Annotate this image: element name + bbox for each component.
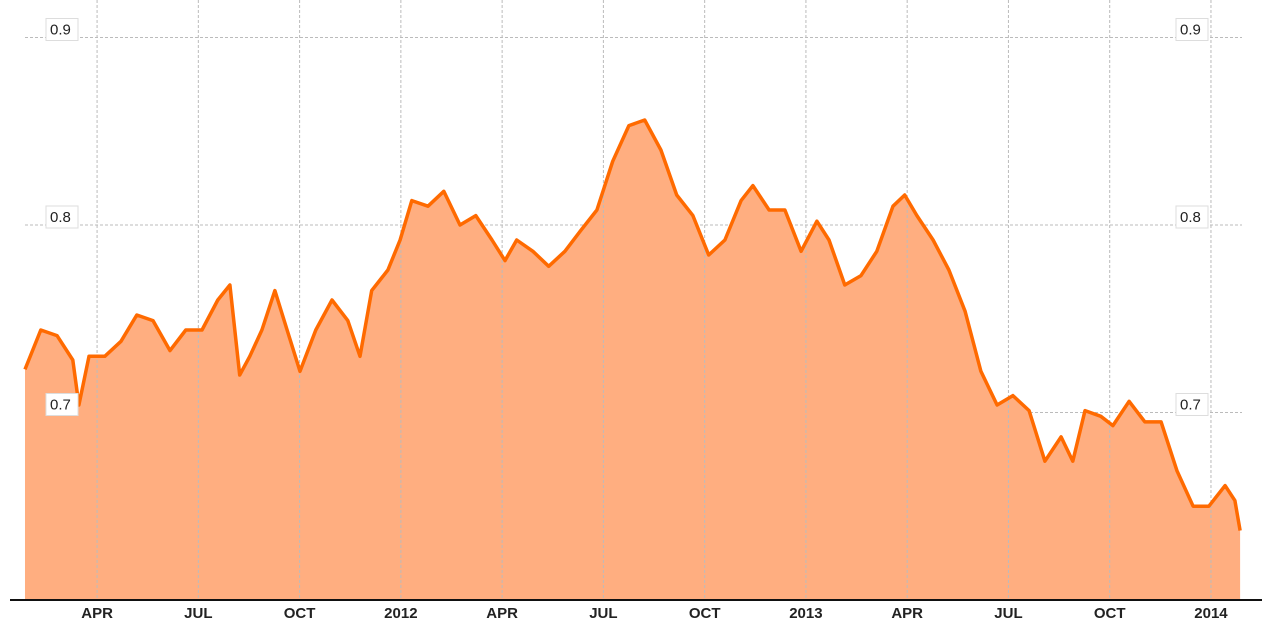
x-tick-label: OCT [689,605,721,622]
x-tick-label: OCT [1094,605,1126,622]
x-tick-label: OCT [284,605,316,622]
y-tick-label-right: 0.8 [1180,209,1201,226]
x-tick-label: JUL [184,605,212,622]
tick-label-box [45,18,79,41]
area-fill [24,120,1241,600]
x-tick-label: APR [891,605,923,622]
x-tick-label: JUL [994,605,1022,622]
x-tick-label: APR [81,605,113,622]
tick-label-box [1175,205,1209,229]
line [23,118,1242,531]
x-tick-label: 2014 [1194,605,1228,622]
y-tick-label-left: 0.8 [50,209,71,226]
x-tick-label: APR [486,605,518,622]
tick-label-box [45,205,79,229]
y-tick-label-left: 0.7 [50,396,71,413]
y-tick-label-right: 0.7 [1180,396,1201,413]
x-tick-label: 2013 [789,605,822,622]
tick-label-box [45,393,79,416]
tick-label-box [1175,18,1209,41]
y-tick-label-right: 0.9 [1180,21,1201,38]
tick-label-box [1175,393,1209,416]
x-tick-label: JUL [589,605,617,622]
y-tick-label-left: 0.9 [50,21,71,38]
x-tick-label: 2012 [384,605,417,622]
